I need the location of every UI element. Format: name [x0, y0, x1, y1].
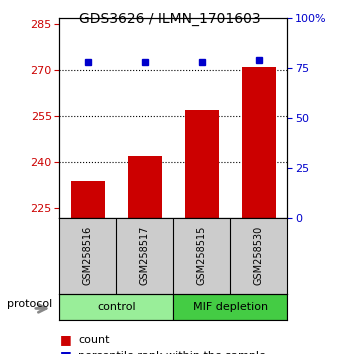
- Text: MIF depletion: MIF depletion: [193, 302, 268, 312]
- Bar: [128, 156, 162, 218]
- Text: GSM258530: GSM258530: [254, 226, 264, 285]
- Bar: [71, 181, 105, 218]
- Text: percentile rank within the sample: percentile rank within the sample: [78, 351, 266, 354]
- Text: control: control: [97, 302, 136, 312]
- Text: protocol: protocol: [7, 298, 52, 309]
- Bar: [242, 67, 276, 218]
- Text: GSM258515: GSM258515: [197, 226, 207, 285]
- Text: ■: ■: [59, 333, 71, 346]
- Text: GDS3626 / ILMN_1701603: GDS3626 / ILMN_1701603: [79, 12, 261, 27]
- Bar: [173, 294, 287, 320]
- Text: count: count: [78, 335, 110, 345]
- Bar: [185, 110, 219, 218]
- Text: ■: ■: [59, 349, 71, 354]
- Text: GSM258517: GSM258517: [140, 226, 150, 285]
- Bar: [59, 294, 173, 320]
- Text: GSM258516: GSM258516: [83, 226, 93, 285]
